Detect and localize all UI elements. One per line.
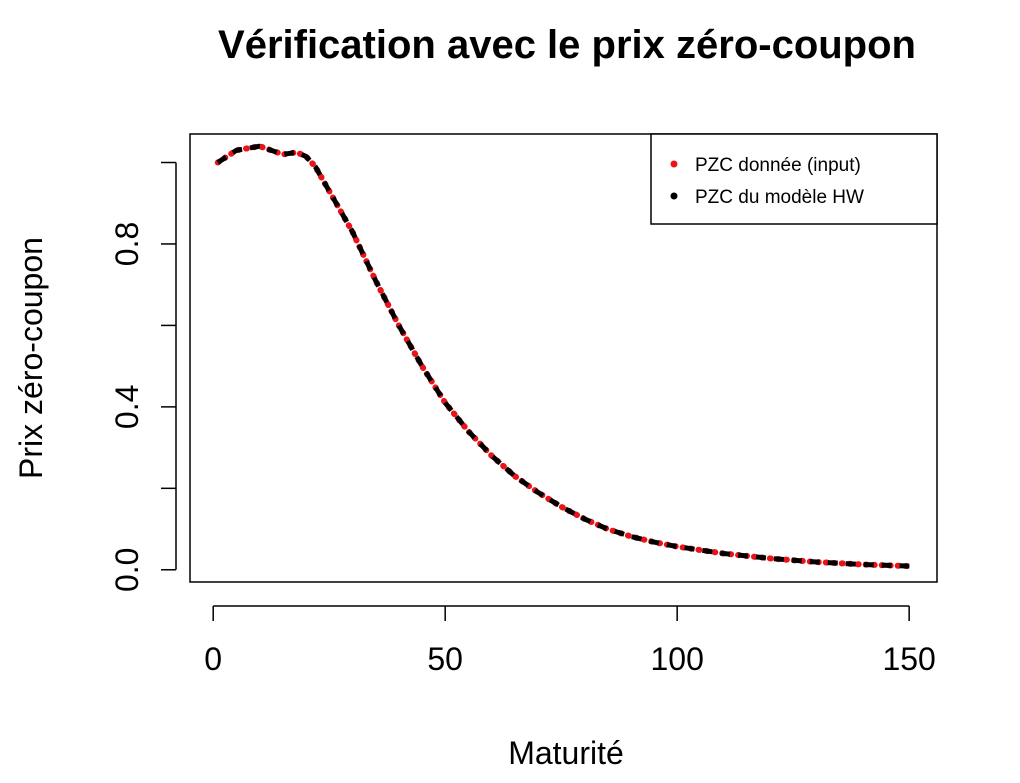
y-axis-label: Prix zéro-coupon <box>13 237 49 479</box>
x-axis: 0 50 100 150 <box>204 605 936 677</box>
legend-box <box>650 133 938 225</box>
plot-frame <box>189 133 938 583</box>
legend-marker-2 <box>670 192 678 200</box>
legend: PZC donnée (input) PZC du modèle HW <box>650 133 938 225</box>
y-tick-label: 0.4 <box>109 385 145 429</box>
y-axis: 0.0 0.4 0.8 <box>109 161 177 592</box>
x-tick-label: 50 <box>427 641 463 677</box>
legend-marker-1 <box>670 160 678 168</box>
x-axis-label: Maturité <box>508 735 624 771</box>
legend-label-2: PZC du modèle HW <box>695 187 864 208</box>
legend-label-1: PZC donnée (input) <box>695 155 861 176</box>
chart-title: Vérification avec le prix zéro-coupon <box>218 23 916 67</box>
series-line-1 <box>214 143 913 570</box>
series-layer <box>214 143 913 570</box>
x-tick-label: 100 <box>650 641 703 677</box>
y-tick-label: 0.0 <box>109 548 145 592</box>
x-tick-label: 150 <box>882 641 935 677</box>
x-tick-label: 0 <box>204 641 222 677</box>
y-tick-label: 0.8 <box>109 222 145 266</box>
